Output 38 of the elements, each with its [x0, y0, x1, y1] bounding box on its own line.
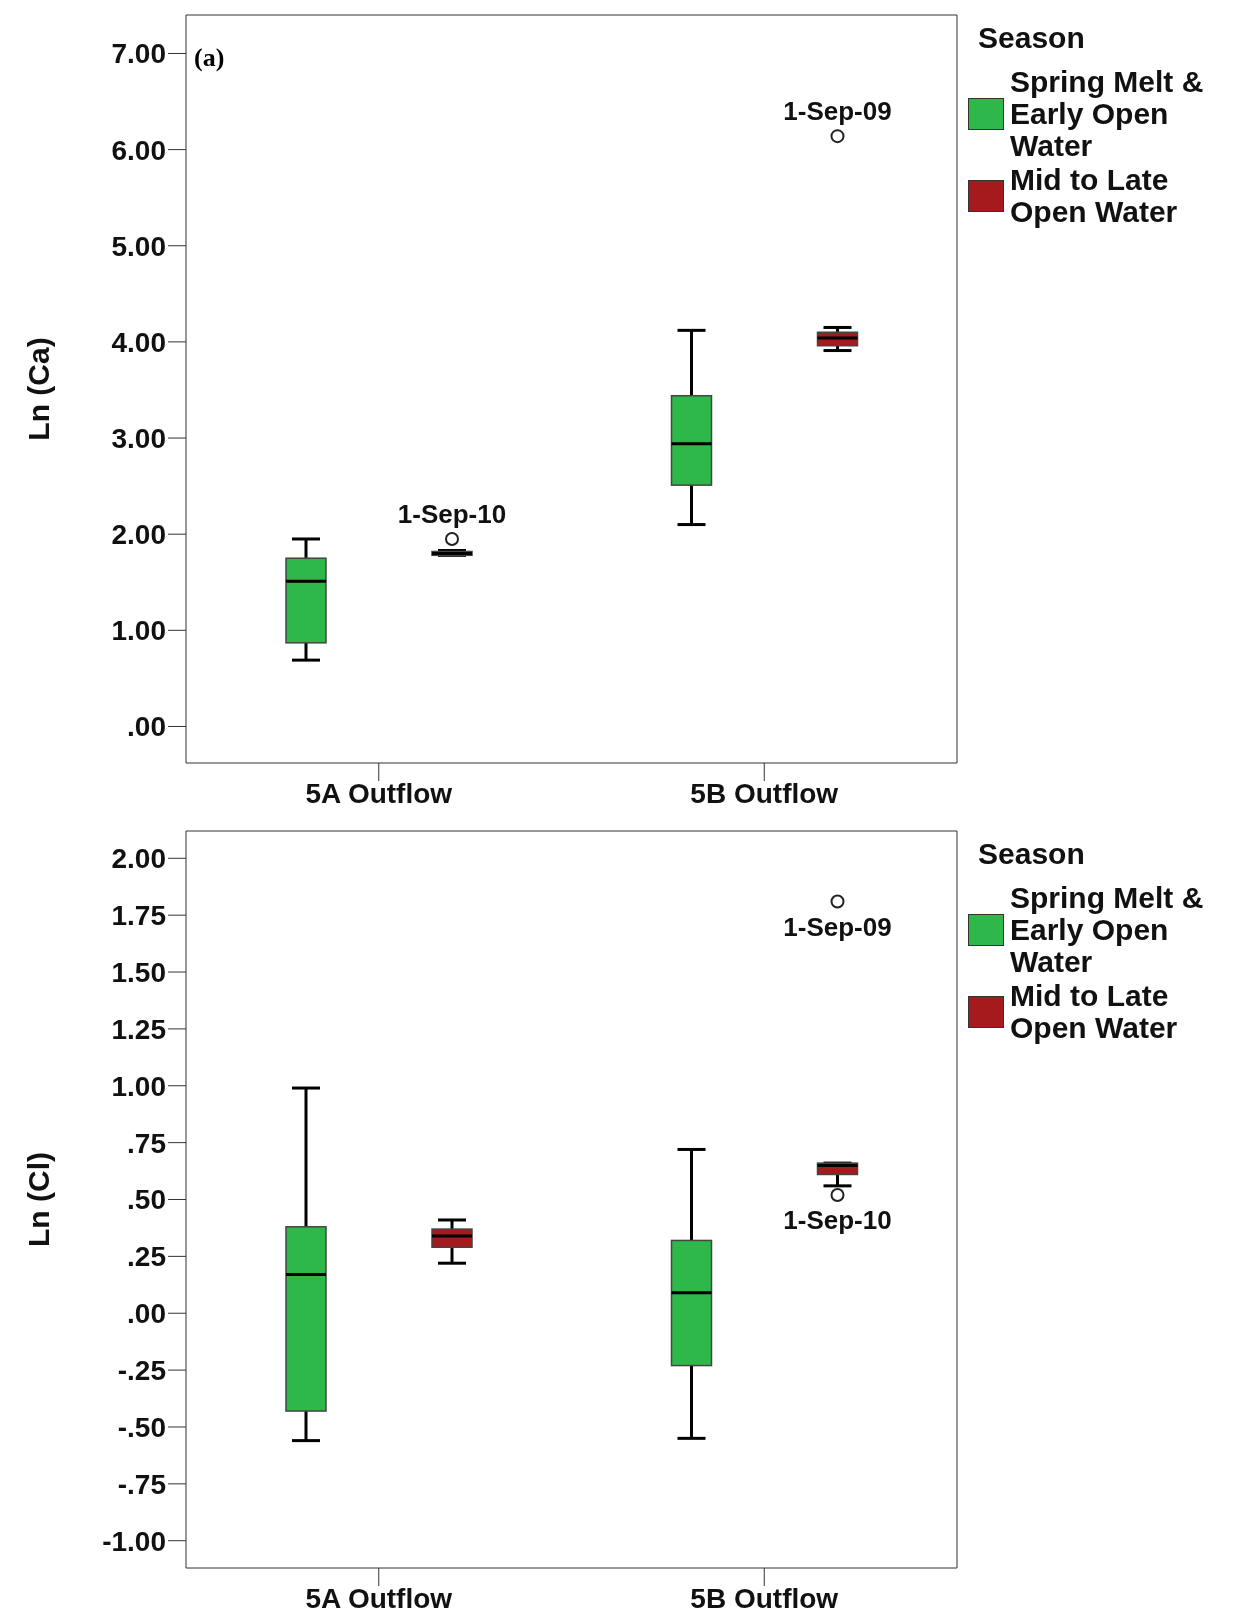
- y-tick-label: 7.00: [111, 38, 166, 70]
- y-tick-label: 1.00: [111, 615, 166, 647]
- y-tick-label: 3.00: [111, 422, 166, 454]
- y-tick-label: .00: [127, 711, 166, 743]
- annotation: 1-Sep-10: [397, 498, 507, 529]
- annotation: 1-Sep-10: [783, 1204, 892, 1235]
- y-tick-label: 1.75: [111, 900, 166, 932]
- y-tick-label: 4.00: [111, 326, 166, 358]
- x-tick-label: 5B Outflow: [690, 777, 839, 809]
- annotation: 1-Sep-09: [783, 911, 892, 942]
- y-tick-label: 2.00: [111, 519, 166, 551]
- y-tick-label: .25: [127, 1241, 166, 1273]
- x-tick-label: 5A Outflow: [305, 1582, 453, 1614]
- y-tick-label: 1.50: [111, 956, 166, 988]
- legend-label: Spring Melt & Early Open Water: [1010, 65, 1205, 162]
- y-tick-label: .75: [127, 1127, 166, 1159]
- x-tick-label: 5A Outflow: [305, 777, 453, 809]
- legend-label: Spring Melt & Early Open Water: [1010, 881, 1205, 978]
- y-tick-label: 1.25: [111, 1013, 166, 1045]
- y-tick-label: -1.00: [102, 1525, 166, 1557]
- legend-label: Mid to Late Open Water: [1010, 163, 1179, 228]
- y-tick-label: .00: [127, 1298, 166, 1330]
- y-tick-label: 1.00: [111, 1070, 166, 1102]
- y-tick-label: -.25: [117, 1355, 166, 1387]
- y-tick-label: -.75: [117, 1468, 166, 1500]
- y-tick-label: -.50: [117, 1411, 166, 1443]
- y-tick-label: .50: [127, 1184, 166, 1216]
- legend-label: Mid to Late Open Water: [1010, 979, 1179, 1044]
- y-tick-label: 5.00: [111, 230, 166, 262]
- y-axis-title: Ln (Cl): [21, 1152, 55, 1247]
- x-tick-label: 5B Outflow: [690, 1582, 839, 1614]
- text: (a): [194, 43, 225, 72]
- y-tick-label: 2.00: [111, 843, 166, 875]
- legend-title: Season: [978, 837, 1086, 870]
- annotation: 1-Sep-09: [783, 96, 892, 127]
- y-axis-title: Ln (Ca): [21, 337, 55, 441]
- y-tick-label: 6.00: [111, 134, 166, 166]
- legend-title: Season: [978, 21, 1086, 54]
